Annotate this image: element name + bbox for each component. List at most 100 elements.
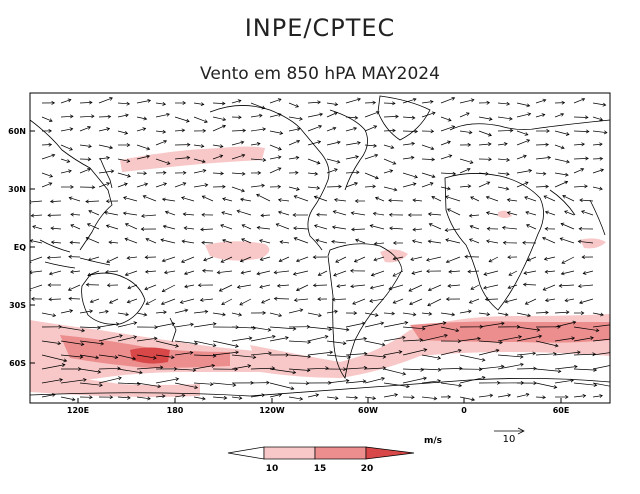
wind-vector xyxy=(174,394,185,398)
wind-vector-head xyxy=(109,145,114,150)
wind-vector-head xyxy=(161,394,166,399)
wind-vector-head xyxy=(561,260,566,264)
wind-vector-head xyxy=(372,100,377,105)
wind-vector-head xyxy=(437,379,441,383)
wind-vector-head xyxy=(565,310,570,315)
wind-vector xyxy=(296,256,309,262)
wind-vector xyxy=(288,396,303,400)
wind-vector-head xyxy=(451,312,456,317)
wind-vector xyxy=(326,102,338,105)
wind-vector-head xyxy=(312,255,317,260)
wind-vector-head xyxy=(412,182,417,187)
wind-vector-head xyxy=(370,272,375,277)
wind-vector xyxy=(136,144,150,150)
wind-vector xyxy=(193,102,204,105)
wind-vector-head xyxy=(201,159,206,164)
wind-vector xyxy=(592,116,603,121)
wind-vector-head xyxy=(180,259,185,263)
wind-vector-head xyxy=(599,117,604,122)
wind-vector xyxy=(383,322,408,328)
wind-vector xyxy=(123,197,138,202)
wind-vector xyxy=(105,270,119,273)
wind-vector-head xyxy=(485,171,489,176)
wind-vector-head xyxy=(372,211,377,216)
wind-vector xyxy=(560,238,575,244)
wind-vector xyxy=(543,195,556,202)
wind-vector xyxy=(440,368,463,370)
wind-vector-head xyxy=(331,297,336,302)
wind-vector-head xyxy=(411,115,416,120)
wind-vector xyxy=(421,144,434,150)
wind-vector xyxy=(573,168,584,174)
wind-vector xyxy=(478,130,492,136)
wind-vector-head xyxy=(354,199,359,203)
wind-vector xyxy=(573,326,599,332)
wind-vector-head xyxy=(239,258,244,263)
wind-vector-head xyxy=(238,115,242,120)
wind-vector-head xyxy=(107,114,112,119)
wind-vector xyxy=(117,172,131,177)
wind-vector-head xyxy=(486,312,491,317)
wind-vector xyxy=(180,298,195,304)
wind-vector-head xyxy=(564,210,568,215)
wind-vector-head xyxy=(106,155,110,160)
wind-vector xyxy=(250,367,275,370)
wind-vector xyxy=(212,340,239,347)
wind-vector-head xyxy=(336,159,341,164)
wind-vector xyxy=(41,394,56,398)
wind-vector xyxy=(231,396,242,399)
wind-vector-head xyxy=(328,327,333,332)
wind-vector xyxy=(293,270,309,275)
wind-vector xyxy=(326,168,338,174)
wind-vector xyxy=(402,130,418,132)
wind-vector-head xyxy=(91,114,95,119)
wind-vector xyxy=(383,170,393,174)
wind-vector-head xyxy=(69,114,74,119)
wind-vector xyxy=(155,378,179,384)
wind-vector-head xyxy=(232,383,237,387)
wind-vector xyxy=(162,284,176,292)
legend-tick-20: 20 xyxy=(361,464,374,474)
wind-vector xyxy=(237,284,252,288)
wind-vector-head xyxy=(392,241,397,245)
wind-vector xyxy=(155,158,171,165)
wind-vector xyxy=(155,354,175,358)
wind-vector xyxy=(402,326,426,330)
wind-vector xyxy=(554,311,569,314)
wind-vector xyxy=(136,337,158,342)
wind-vector-head xyxy=(411,141,416,146)
wind-vector xyxy=(174,129,185,132)
wind-vector xyxy=(578,284,594,287)
wind-vector-head xyxy=(506,101,511,106)
wind-vector-head xyxy=(427,302,432,307)
wind-vector xyxy=(483,270,499,275)
wind-vector-head xyxy=(220,259,225,263)
wind-vector-head xyxy=(48,128,52,133)
wind-vector-head xyxy=(88,209,93,214)
wind-vector xyxy=(469,238,480,244)
wind-vector-head xyxy=(374,313,379,317)
wind-vector xyxy=(162,198,176,202)
wind-vector-head xyxy=(353,258,358,263)
wind-vector xyxy=(562,195,575,202)
wind-vector xyxy=(163,225,176,230)
wind-vector xyxy=(257,227,271,230)
wind-vector-head xyxy=(528,168,533,173)
wind-vector-head xyxy=(57,341,62,346)
wind-vector xyxy=(402,98,417,104)
wind-vector-head xyxy=(235,344,239,348)
wind-vector-head xyxy=(506,172,510,176)
wind-vector-head xyxy=(332,210,337,214)
wind-vector-head xyxy=(543,195,548,199)
wind-vector-head xyxy=(317,140,322,145)
wind-vector xyxy=(592,169,604,174)
wind-vector xyxy=(193,382,214,385)
wind-vector-head xyxy=(595,328,600,333)
wind-vector xyxy=(98,157,110,160)
wind-vector-head xyxy=(202,168,207,173)
wind-vector-head xyxy=(455,328,460,333)
wind-vector xyxy=(573,185,588,188)
wind-vector xyxy=(231,186,245,192)
wind-vector-head xyxy=(70,224,75,228)
wind-vector-head xyxy=(312,283,317,288)
